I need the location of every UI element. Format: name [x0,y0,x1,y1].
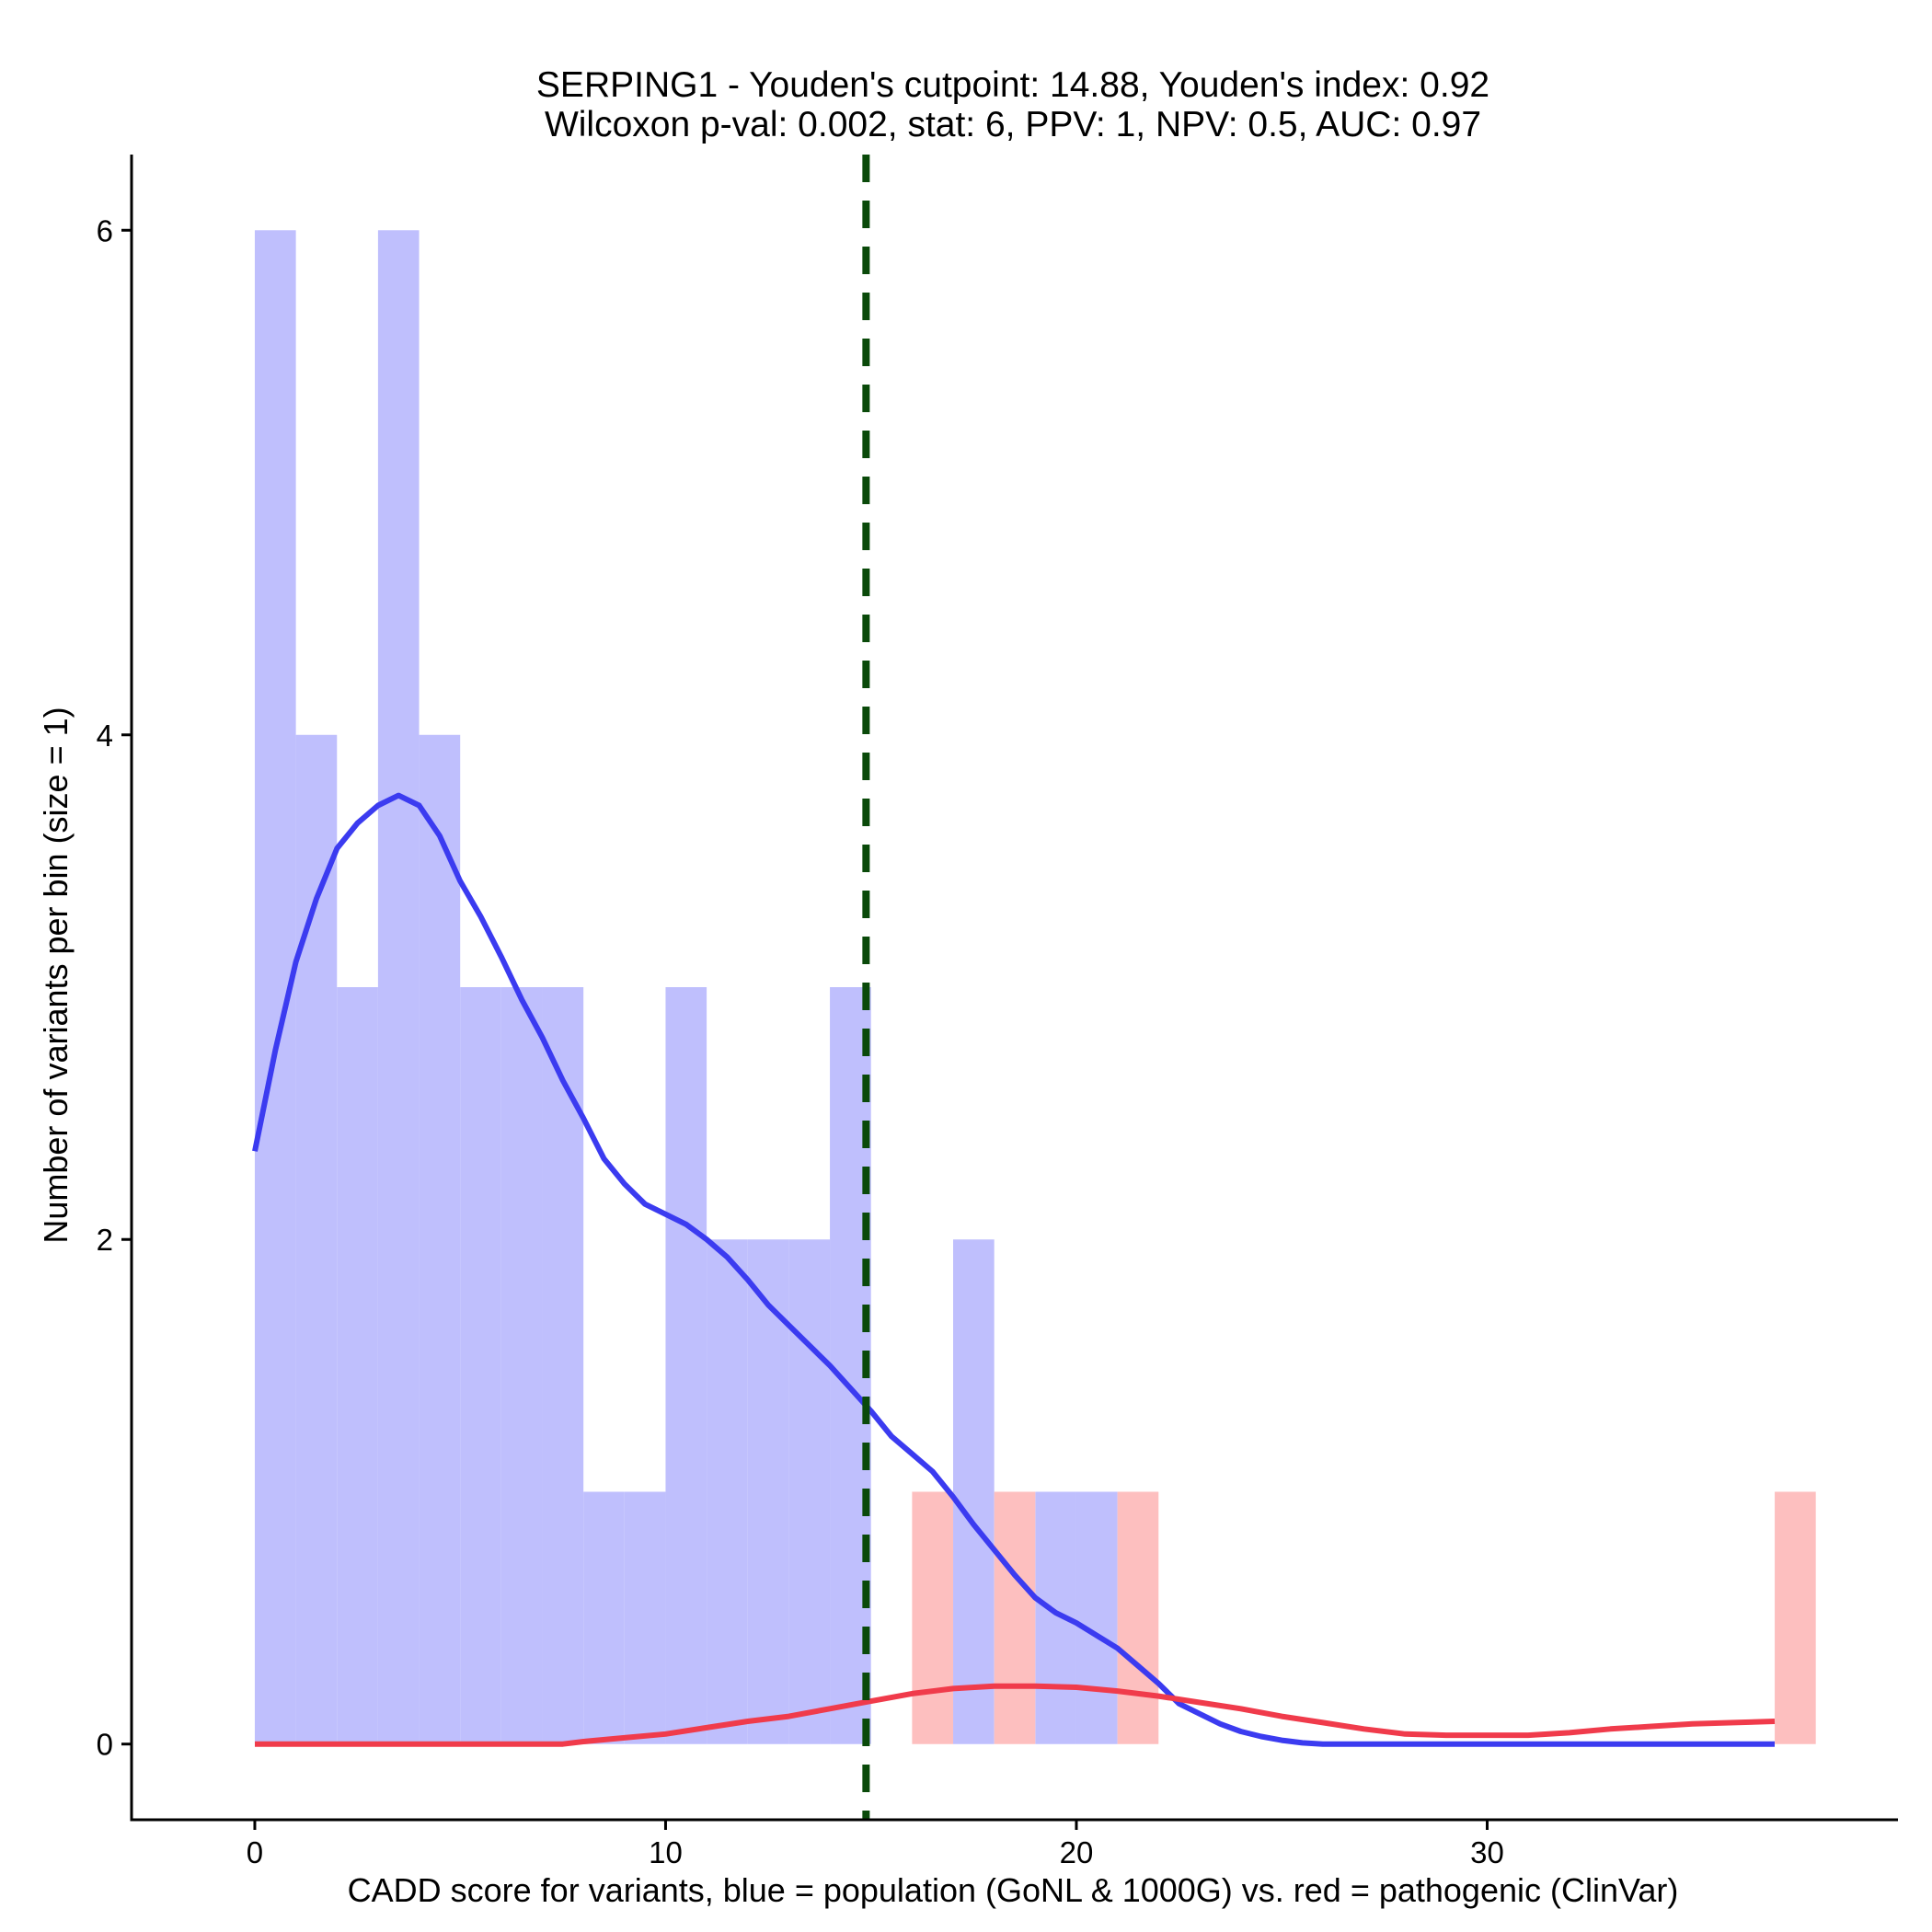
population-bar-6 [500,987,543,1744]
pathogenic-bars [912,1491,1816,1744]
population-bar-2 [337,987,378,1744]
chart-title: SERPING1 - Youden's cutpoint: 14.88, You… [536,65,1489,105]
population-bar-5 [460,987,501,1744]
population-bar-12 [747,1239,789,1744]
x-axis-label: CADD score for variants, blue = populati… [348,1871,1679,1909]
axes [121,155,1898,1830]
population-density-curve [252,792,1775,1747]
density-curves [252,792,1776,1747]
pathogenic-bar-3 [1775,1491,1816,1744]
population-bar-3 [377,230,420,1744]
population-bar-4 [419,734,461,1744]
x-tick-label-0: 0 [247,1835,263,1869]
population-bar-17 [1075,1491,1118,1744]
population-bar-1 [295,734,338,1744]
population-bar-15 [953,1239,995,1744]
population-bar-9 [624,1491,666,1744]
y-axis-label: Number of variants per bin (size = 1) [37,707,75,1243]
population-bar-10 [665,987,707,1744]
y-tick-label-0: 0 [97,1728,113,1762]
chart-title-group: SERPING1 - Youden's cutpoint: 14.88, You… [536,65,1489,144]
y-tick-label-4: 4 [97,719,113,753]
population-bar-13 [788,1239,831,1744]
pathogenic-density-curve [255,1683,1776,1747]
pathogenic-bar-2 [1117,1491,1159,1744]
y-tick-label-2: 2 [97,1223,113,1257]
chart-subtitle: Wilcoxon p-val: 0.002, stat: 6, PPV: 1, … [545,105,1481,144]
population-bar-11 [707,1239,748,1744]
pathogenic-bar-0 [912,1491,954,1744]
pathogenic-bar-1 [994,1491,1036,1744]
population-bar-8 [583,1491,625,1744]
population-bars [254,230,1118,1744]
x-tick-label-20: 20 [1060,1835,1094,1869]
y-tick-label-6: 6 [97,213,113,247]
x-tick-label-10: 10 [649,1835,683,1869]
population-bar-7 [542,987,584,1744]
tick-labels: 0 10 20 30 0 2 4 6 [97,213,1504,1869]
x-tick-label-30: 30 [1470,1835,1504,1869]
